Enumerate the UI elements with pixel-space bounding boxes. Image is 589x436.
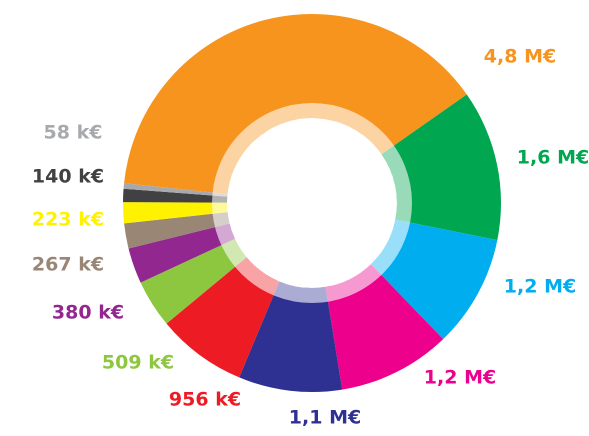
- value-label: 58 k€: [44, 122, 103, 144]
- value-label: 1,2 M€: [424, 367, 496, 389]
- value-label: 140 k€: [32, 166, 104, 188]
- value-label: 223 k€: [32, 209, 104, 231]
- slice: [123, 202, 228, 224]
- slice: [124, 212, 230, 249]
- slice: [370, 219, 498, 340]
- slice: [140, 238, 247, 324]
- value-label: 267 k€: [32, 254, 104, 276]
- inner-ring: [212, 103, 412, 303]
- value-label: 1,1 M€: [289, 407, 361, 429]
- value-label: 509 k€: [102, 352, 174, 374]
- slice: [128, 223, 235, 283]
- slice: [239, 281, 343, 392]
- value-label: 1,6 M€: [517, 147, 589, 169]
- slice: [123, 188, 228, 203]
- value-label: 1,2 M€: [504, 276, 576, 298]
- value-label: 956 k€: [169, 389, 241, 411]
- slice: [166, 257, 280, 378]
- value-label: 380 k€: [52, 302, 124, 324]
- slice: [325, 264, 444, 390]
- slice: [123, 183, 228, 197]
- value-label: 4,8 M€: [484, 46, 556, 68]
